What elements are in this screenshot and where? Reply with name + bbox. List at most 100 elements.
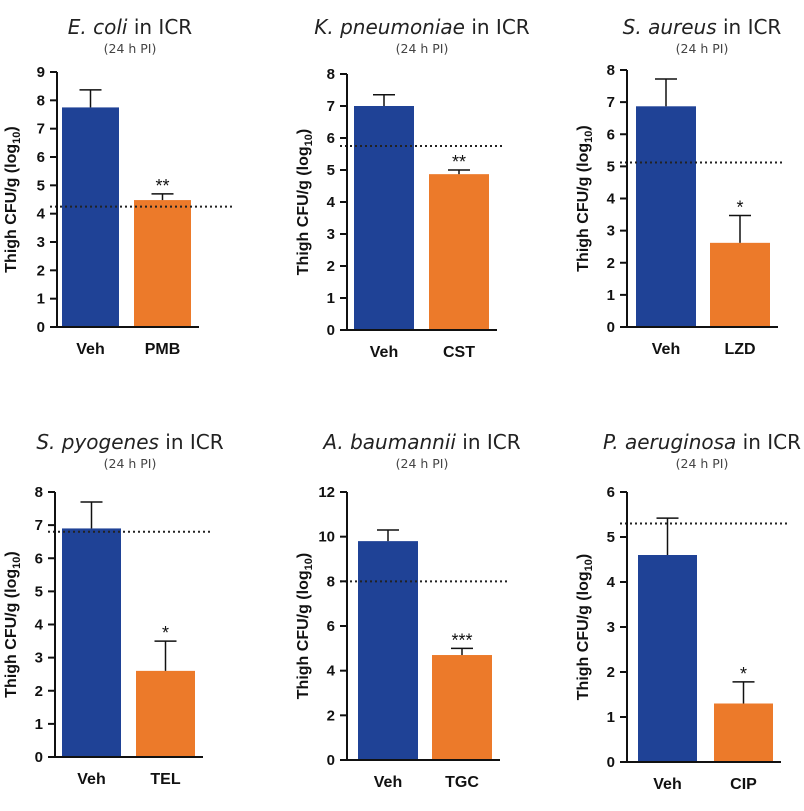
chart-subtitle: (24 h PI)	[103, 456, 157, 471]
bar-cip	[714, 703, 773, 762]
y-axis-label: Thigh CFU/g (log10)	[295, 553, 315, 699]
y-axis-label-end: )	[575, 554, 592, 559]
significance-mark: *	[736, 198, 743, 218]
y-tick-label: 4	[327, 194, 336, 211]
chart-plot: Veh * LZD 0 1 2 3 4 5 6 7 8 Thigh CFU/g (log10)	[575, 62, 784, 358]
y-tick-label: 12	[318, 484, 335, 501]
chart-title: E. coli in ICR	[0, 15, 260, 39]
y-tick-label: 1	[607, 287, 615, 304]
x-tick-label: CIP	[730, 776, 757, 793]
y-tick-label: 1	[37, 291, 45, 308]
y-tick-label: 0	[35, 749, 43, 766]
x-tick-label: Veh	[370, 344, 398, 361]
y-tick-label: 7	[607, 94, 615, 111]
chart-panel-spyogenes: S. pyogenes in ICR (24 h PI) Veh * TEL 0 1 2 3…	[0, 415, 260, 810]
y-axis-label: Thigh CFU/g (log10)	[3, 551, 23, 697]
y-axis-label-subscript: 10	[11, 132, 23, 144]
y-axis-label-subscript: 10	[11, 557, 23, 569]
x-tick-label: PMB	[145, 341, 181, 358]
bar-pmb	[134, 200, 191, 327]
x-tick-label: Veh	[653, 776, 681, 793]
chart-panel-saureus: S. aureus in ICR (24 h PI) Veh * LZD 0 1 2 3 4 5…	[572, 0, 804, 395]
chart-title-species: S. pyogenes	[36, 430, 159, 454]
y-axis-label-subscript: 10	[583, 559, 595, 571]
chart-title: P. aeruginosa in ICR	[572, 430, 804, 454]
y-tick-label: 7	[37, 121, 45, 138]
bar-veh	[62, 528, 121, 757]
x-tick-label: TEL	[150, 771, 180, 788]
chart-subtitle: (24 h PI)	[395, 41, 449, 56]
chart-title-suffix: in ICR	[158, 430, 224, 454]
bar-tgc	[432, 655, 492, 760]
y-axis-label-main: Thigh CFU/g (log	[295, 146, 312, 275]
y-tick-label: 6	[37, 149, 45, 166]
y-tick-label: 8	[37, 92, 45, 109]
bar-veh	[636, 106, 696, 328]
significance-mark: *	[740, 664, 747, 684]
y-tick-label: 8	[35, 484, 43, 501]
y-axis-label-end: )	[3, 551, 20, 556]
y-tick-label: 5	[607, 529, 615, 546]
chart-panel-abaumannii: A. baumannii in ICR (24 h PI) Veh *** TGC 0…	[292, 415, 552, 810]
y-axis-label-main: Thigh CFU/g (log	[575, 143, 592, 272]
y-axis-label-end: )	[575, 125, 592, 130]
y-tick-label: 6	[35, 550, 43, 567]
x-tick-label: Veh	[76, 341, 104, 358]
y-tick-label: 5	[37, 177, 45, 194]
bar-lzd	[710, 242, 770, 327]
y-tick-label: 3	[327, 226, 335, 243]
significance-mark: *	[162, 623, 169, 643]
y-tick-label: 5	[607, 158, 615, 175]
y-tick-label: 4	[37, 206, 46, 223]
y-tick-label: 1	[35, 716, 43, 733]
y-axis-label-main: Thigh CFU/g (log	[3, 144, 20, 273]
y-tick-label: 5	[35, 583, 43, 600]
bar-veh	[62, 107, 119, 328]
chart-subtitle: (24 h PI)	[675, 41, 729, 56]
chart-panel-kpneumoniae: K. pneumoniae in ICR (24 h PI) Veh ** CST 0…	[292, 0, 552, 395]
y-tick-label: 4	[607, 191, 616, 208]
x-tick-label: Veh	[652, 341, 680, 358]
y-tick-label: 10	[318, 529, 335, 546]
chart-panel-paeruginosa: P. aeruginosa in ICR (24 h PI) Veh * CIP 0 1…	[572, 415, 804, 810]
chart-title-species: A. baumannii	[323, 430, 456, 454]
chart-subtitle: (24 h PI)	[675, 456, 729, 471]
y-axis-label-end: )	[295, 129, 312, 134]
chart-title-suffix: in ICR	[464, 15, 530, 39]
y-axis-label: Thigh CFU/g (log10)	[3, 126, 23, 272]
bar-veh	[354, 106, 414, 330]
y-tick-label: 0	[327, 752, 335, 769]
chart-plot: Veh * CIP 0 1 2 3 4 5 6 Thigh CFU/g (log10)	[575, 484, 790, 793]
significance-mark: ***	[451, 630, 472, 650]
chart-title-species: K. pneumoniae	[314, 15, 465, 39]
chart-title-species: S. aureus	[622, 15, 717, 39]
y-tick-label: 4	[607, 574, 616, 591]
chart-plot: Veh ** CST 0 1 2 3 4 5 6 7 8 Thigh CFU/g (log10)	[295, 66, 502, 361]
y-axis-label-main: Thigh CFU/g (log	[3, 569, 20, 698]
y-tick-label: 0	[607, 754, 615, 771]
y-tick-label: 7	[327, 98, 335, 115]
y-tick-label: 2	[37, 262, 45, 279]
bar-cst	[429, 174, 489, 330]
y-axis-label-end: )	[3, 126, 20, 131]
chart-title-species: P. aeruginosa	[602, 430, 737, 454]
y-axis-label-main: Thigh CFU/g (log	[295, 570, 312, 699]
y-tick-label: 0	[607, 319, 615, 336]
y-tick-label: 3	[37, 234, 45, 251]
chart-title: S. pyogenes in ICR	[0, 430, 260, 454]
y-axis-label-subscript: 10	[303, 558, 315, 570]
y-tick-label: 6	[607, 484, 615, 501]
y-tick-label: 1	[327, 290, 335, 307]
y-axis-label-main: Thigh CFU/g (log	[575, 571, 592, 700]
y-tick-label: 2	[35, 683, 43, 700]
y-tick-label: 5	[327, 162, 335, 179]
x-tick-label: CST	[443, 344, 475, 361]
y-tick-label: 3	[607, 223, 615, 240]
y-tick-label: 3	[35, 650, 43, 667]
chart-title: A. baumannii in ICR	[292, 430, 552, 454]
y-tick-label: 8	[607, 62, 615, 79]
y-axis-label: Thigh CFU/g (log10)	[295, 129, 315, 275]
x-tick-label: TGC	[445, 774, 479, 791]
chart-title-suffix: in ICR	[736, 430, 802, 454]
